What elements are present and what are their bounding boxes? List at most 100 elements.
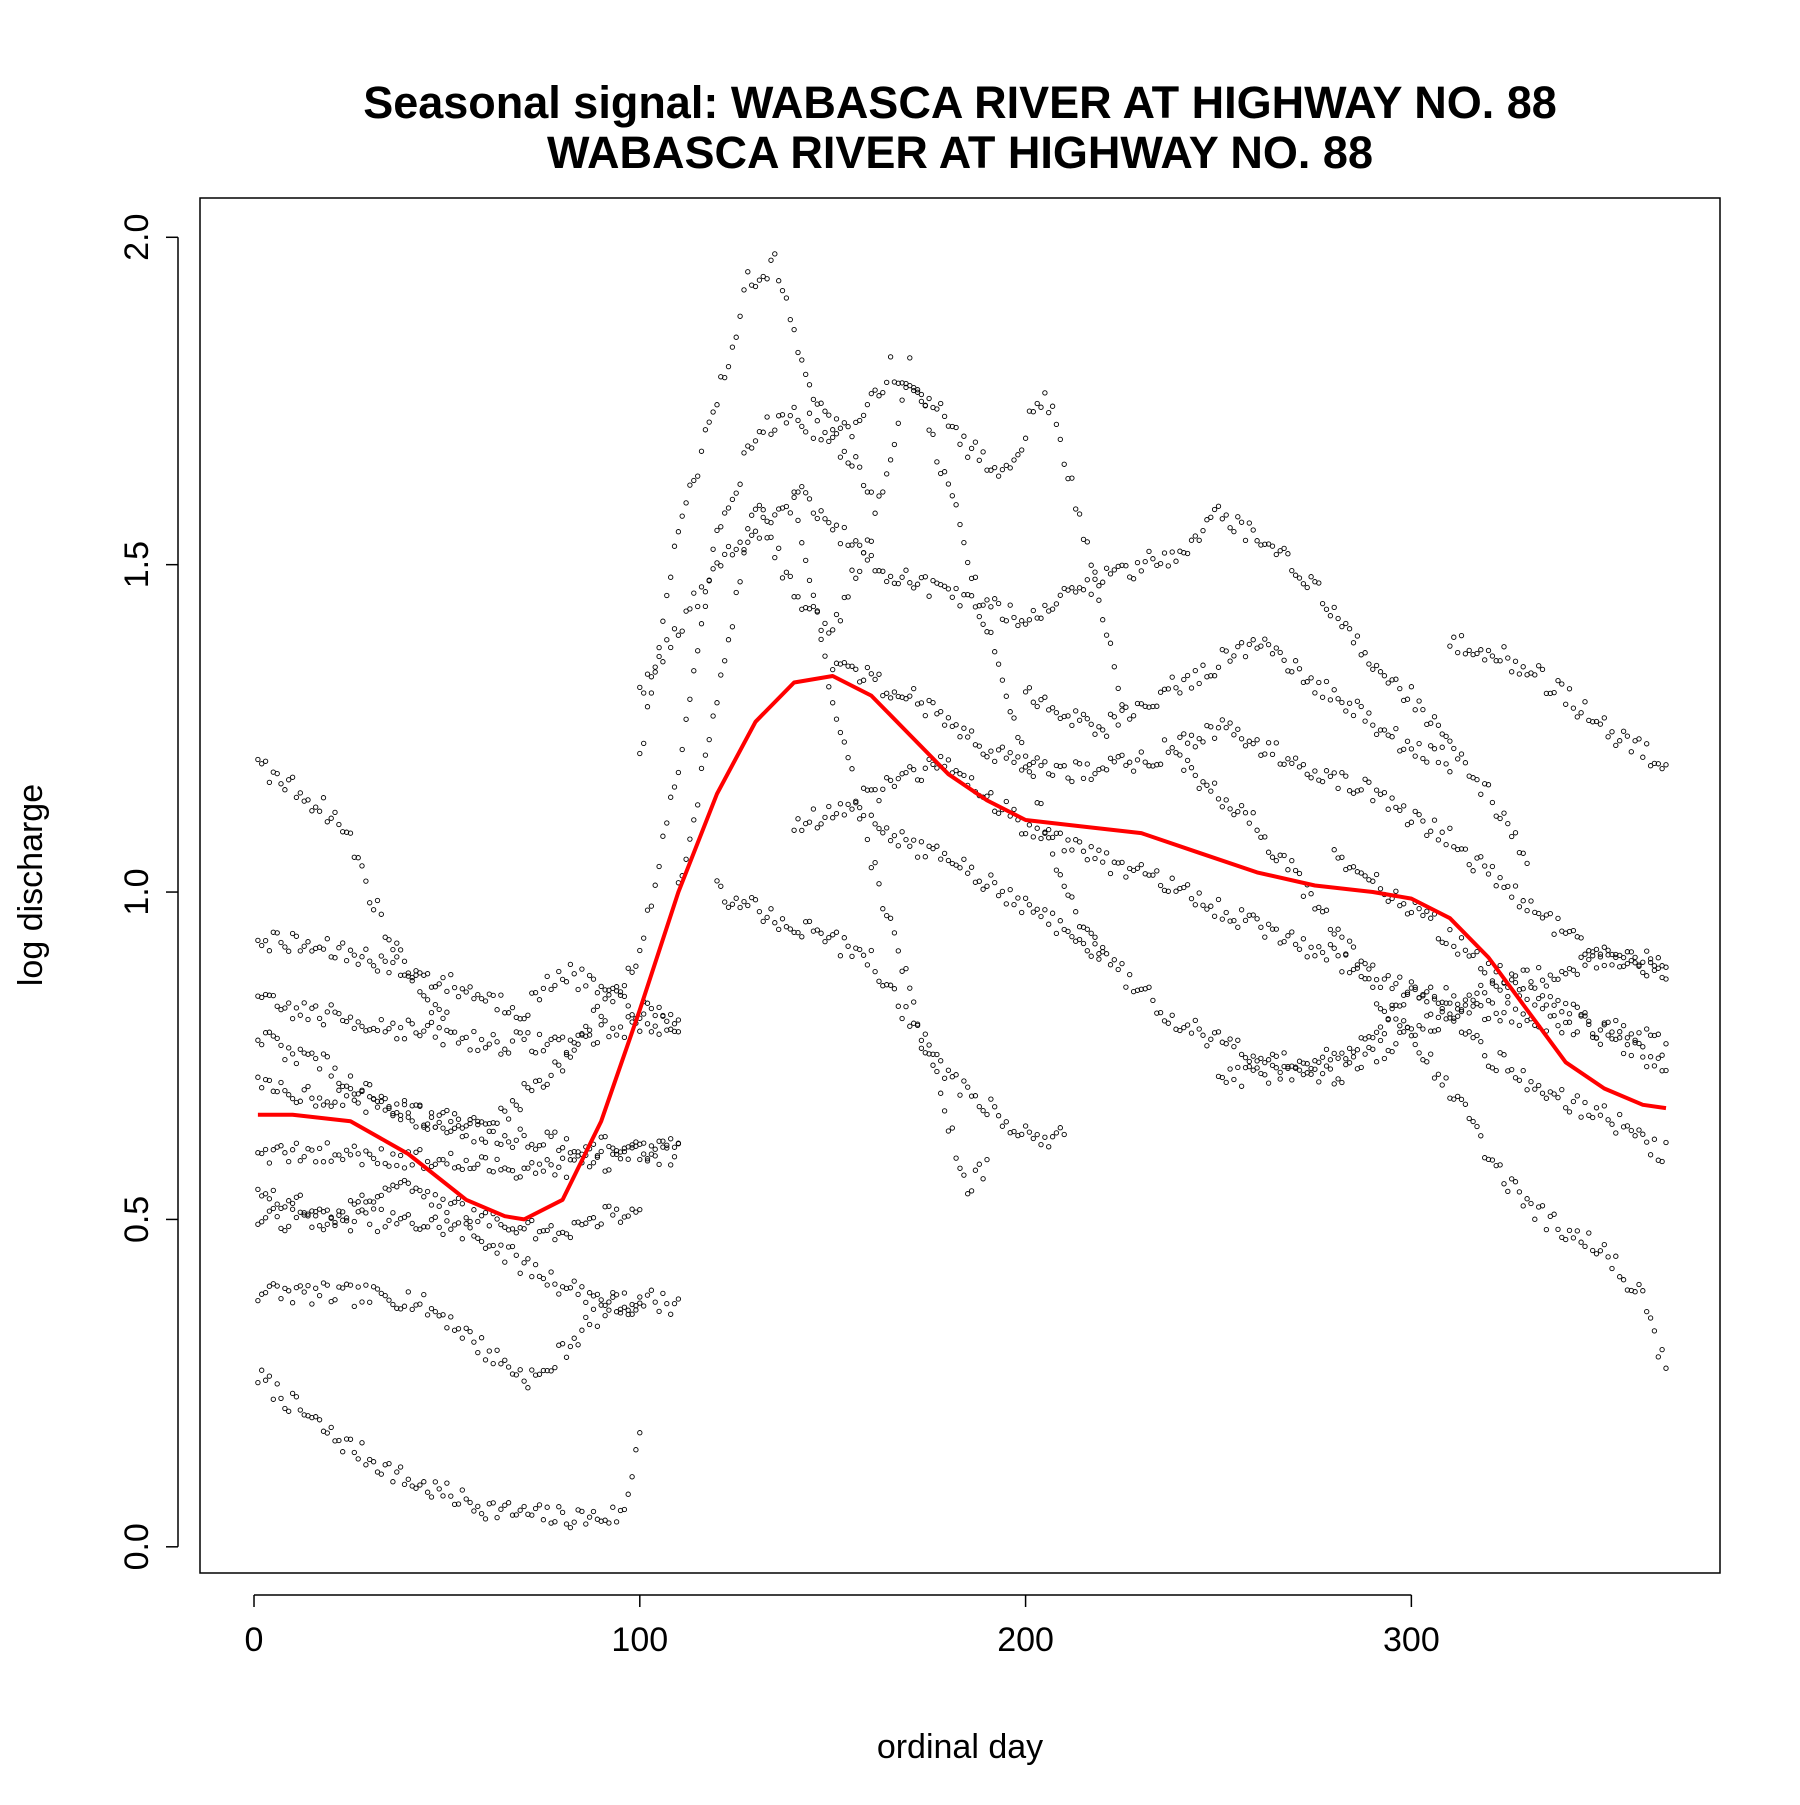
data-point — [833, 522, 840, 528]
data-point — [737, 579, 743, 585]
data-point — [525, 1219, 531, 1226]
data-point — [1088, 591, 1094, 597]
data-point — [1227, 918, 1233, 924]
data-point — [567, 1285, 574, 1291]
data-point — [1547, 972, 1553, 978]
data-point — [1528, 979, 1534, 985]
data-point — [1582, 1243, 1588, 1250]
data-point — [417, 989, 423, 995]
data-point — [895, 580, 901, 587]
data-point — [1493, 658, 1499, 664]
data-point — [1366, 976, 1372, 982]
data-point — [440, 1042, 446, 1048]
data-point — [984, 597, 990, 603]
data-point — [1377, 1037, 1384, 1044]
data-point — [1084, 926, 1090, 932]
data-point — [1505, 1188, 1511, 1195]
data-point — [286, 1000, 292, 1006]
data-point — [1655, 965, 1661, 971]
data-point — [1516, 1022, 1523, 1029]
data-point — [567, 1343, 574, 1350]
data-point — [1431, 996, 1438, 1002]
data-point — [1204, 782, 1210, 788]
data-point — [938, 708, 944, 715]
data-point — [1042, 759, 1048, 765]
data-point — [641, 1303, 647, 1309]
data-point — [486, 1041, 492, 1047]
data-point — [1335, 696, 1341, 702]
data-point — [370, 1096, 377, 1102]
data-point — [656, 1004, 662, 1011]
data-point — [621, 1148, 628, 1155]
data-point — [1501, 1052, 1507, 1058]
data-point — [1080, 848, 1087, 854]
data-point — [274, 1088, 280, 1095]
data-point — [1211, 780, 1218, 786]
data-point — [1620, 963, 1627, 969]
data-point — [316, 1206, 323, 1212]
data-point — [1443, 1000, 1449, 1006]
data-point — [505, 1244, 512, 1250]
data-point — [613, 1151, 620, 1158]
data-point — [1501, 644, 1507, 650]
data-point — [1547, 910, 1553, 917]
data-point — [490, 1128, 496, 1135]
data-point — [594, 1223, 601, 1230]
data-point — [1138, 568, 1144, 574]
data-point — [1551, 1002, 1557, 1008]
data-point — [552, 1034, 558, 1040]
data-point — [278, 1225, 284, 1232]
data-point — [891, 930, 898, 936]
data-point — [795, 417, 801, 424]
data-point — [1381, 673, 1388, 679]
data-point — [525, 1084, 531, 1091]
data-point — [1447, 769, 1453, 775]
data-point — [1551, 1091, 1557, 1097]
data-point — [390, 959, 396, 966]
data-point — [1655, 761, 1661, 767]
data-point — [695, 473, 701, 479]
data-point — [590, 976, 597, 982]
data-point — [1366, 779, 1372, 785]
data-point — [860, 412, 867, 419]
x-axis: 0 100 200 300 — [245, 1594, 1440, 1659]
chart-title-line-1: Seasonal signal: WABASCA RIVER AT HIGHWA… — [363, 77, 1557, 128]
data-point — [1053, 867, 1060, 873]
data-point — [301, 943, 307, 949]
data-point — [286, 1158, 292, 1165]
data-point — [405, 1110, 411, 1116]
data-point — [1401, 1029, 1407, 1035]
data-point — [1219, 516, 1225, 522]
data-point — [486, 1348, 492, 1354]
data-point — [984, 1156, 990, 1163]
data-point — [1659, 765, 1665, 772]
data-point — [548, 1036, 554, 1043]
data-point — [606, 992, 612, 998]
data-point — [683, 716, 689, 722]
data-point — [347, 947, 354, 953]
data-point — [594, 1323, 601, 1329]
data-point — [1570, 1235, 1577, 1241]
data-point — [806, 577, 813, 584]
data-point — [378, 1192, 384, 1199]
data-point — [313, 1414, 319, 1420]
data-point — [374, 1286, 381, 1292]
data-point — [1520, 1067, 1526, 1074]
data-point — [722, 510, 728, 516]
data-point — [1478, 966, 1484, 972]
data-point — [1069, 585, 1075, 591]
data-point — [405, 1476, 411, 1482]
data-point — [266, 948, 273, 954]
data-point — [668, 1311, 674, 1317]
data-point — [1042, 830, 1048, 836]
data-point — [598, 1013, 604, 1020]
data-point — [1092, 731, 1098, 737]
data-point — [328, 815, 334, 821]
data-point — [1435, 837, 1442, 843]
data-point — [1026, 1129, 1033, 1135]
data-point — [1273, 926, 1279, 932]
data-point — [1412, 1032, 1418, 1038]
data-point — [741, 550, 747, 556]
data-point — [1520, 850, 1526, 856]
data-point — [1296, 764, 1303, 770]
